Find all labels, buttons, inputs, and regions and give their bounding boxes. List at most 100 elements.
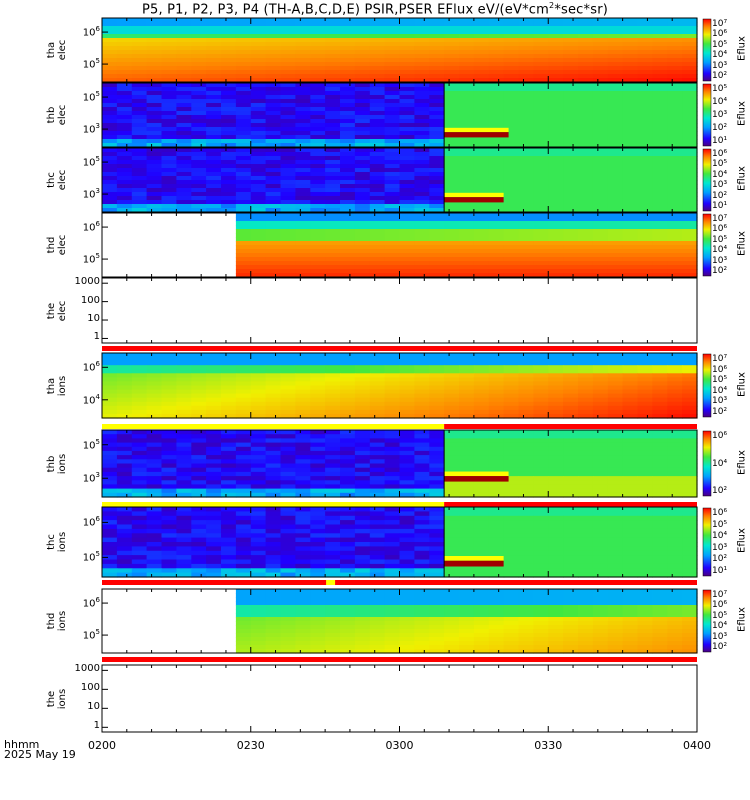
spectrogram-cell <box>354 357 371 362</box>
spectrogram-cell <box>578 66 594 71</box>
spectrogram-cell <box>682 257 698 262</box>
spectrogram-cell <box>250 192 267 197</box>
spectrogram-cell <box>682 66 698 71</box>
spectrogram-cell <box>221 176 237 181</box>
spectrogram-cell <box>667 430 683 435</box>
spectrogram-cell <box>622 546 639 552</box>
spectrogram-cell <box>369 123 386 128</box>
spectrogram-cell <box>131 381 148 387</box>
spectrogram-cell <box>637 204 653 209</box>
spectrogram-cell <box>607 229 624 234</box>
spectrogram-cell <box>563 217 579 222</box>
spectrogram-cell <box>592 176 609 181</box>
spectrogram-cell <box>146 22 163 27</box>
spectrogram-cell <box>563 357 579 362</box>
spectrogram-cell <box>667 200 683 205</box>
spectrogram-cell <box>206 143 222 148</box>
spectrogram-cell <box>548 507 564 512</box>
spectrogram-cell <box>310 450 326 456</box>
spectrogram-cell <box>146 546 163 552</box>
spectrogram-cell <box>146 430 163 435</box>
spectrogram-cell <box>399 54 415 59</box>
spectrogram-cell <box>637 213 653 218</box>
spectrogram-cell <box>429 476 445 481</box>
spectrogram-cell <box>206 480 222 486</box>
spectrogram-cell <box>206 568 222 574</box>
spectrogram-cell <box>280 83 296 88</box>
spectrogram-cell <box>399 442 415 448</box>
spectrogram-cell <box>637 139 653 144</box>
spectrogram-cell <box>473 597 490 602</box>
spectrogram-cell <box>250 389 267 395</box>
spectrogram-cell <box>235 50 252 55</box>
spectrogram-cell <box>369 492 386 498</box>
spectrogram-cell <box>384 515 401 521</box>
spectrogram-cell <box>369 164 386 169</box>
spectrogram-cell <box>592 180 609 185</box>
spectrogram-cell <box>652 152 668 157</box>
spectrogram-cell <box>384 385 401 391</box>
spectrogram-cell <box>518 265 534 270</box>
spectrogram-cell <box>429 196 445 201</box>
spectrogram-cell <box>206 34 222 39</box>
spectrogram-cell <box>682 22 698 27</box>
spectrogram-cell <box>622 245 639 250</box>
spectrogram-cell <box>235 115 252 120</box>
spectrogram-cell <box>459 38 475 43</box>
spectrogram-cell <box>206 365 222 370</box>
spectrogram-cell <box>488 480 505 486</box>
spectrogram-cell <box>682 476 698 481</box>
spectrogram-cell <box>622 269 639 274</box>
spectrogram-cell <box>161 168 177 173</box>
spectrogram-cell <box>548 115 564 120</box>
spectrogram-cell <box>652 42 668 47</box>
spectrogram-cell <box>221 34 237 39</box>
spectrogram-cell <box>206 434 222 439</box>
spectrogram-cell <box>235 225 252 230</box>
spectrogram-cell <box>414 58 430 63</box>
spectrogram-cell <box>473 78 490 83</box>
spectrogram-cell <box>667 393 683 399</box>
spectrogram-cell <box>325 127 341 132</box>
spectrogram-cell <box>622 176 639 181</box>
spectrogram-cell <box>473 492 490 498</box>
spectrogram-cell <box>622 91 639 96</box>
spectrogram-cell <box>459 184 475 189</box>
spectrogram-cell <box>191 180 207 185</box>
spectrogram-cell <box>325 46 341 51</box>
spectrogram-cell <box>295 253 311 258</box>
spectrogram-cell <box>622 446 639 452</box>
spectrogram-cell <box>578 111 594 116</box>
spectrogram-cell <box>473 34 490 39</box>
spectrogram-cell <box>473 115 490 120</box>
spectrogram-cell <box>280 87 296 92</box>
spectrogram-cell <box>310 176 326 181</box>
spectrogram-cell <box>280 168 296 173</box>
spectrogram-cell <box>518 492 534 498</box>
spectrogram-cell <box>399 143 415 148</box>
spectrogram-cell <box>354 273 371 278</box>
spectrogram-cell <box>354 609 371 614</box>
spectrogram-cell <box>131 377 148 383</box>
spectrogram-cell <box>622 213 639 218</box>
spectrogram-cell <box>354 50 371 55</box>
spectrogram-cell <box>235 373 252 378</box>
spectrogram-cell <box>592 446 609 452</box>
spectrogram-cell <box>221 74 237 79</box>
spectrogram-cell <box>235 597 252 602</box>
spectrogram-cell <box>533 413 549 419</box>
spectrogram-cell <box>250 353 267 358</box>
spectrogram-cell <box>548 550 564 556</box>
spectrogram-cell <box>235 253 252 258</box>
spectrogram-cell <box>116 393 133 399</box>
spectrogram-cell <box>592 139 609 144</box>
spectrogram-cell <box>518 135 534 140</box>
spectrogram-cell <box>325 393 341 399</box>
spectrogram-cell <box>429 103 445 108</box>
spectrogram-cell <box>578 42 594 47</box>
spectrogram-cell <box>354 369 371 374</box>
spectrogram-cell <box>488 54 505 59</box>
spectrogram-cell <box>444 66 460 71</box>
spectrogram-cell <box>607 369 624 374</box>
spectrogram-cell <box>310 528 326 534</box>
